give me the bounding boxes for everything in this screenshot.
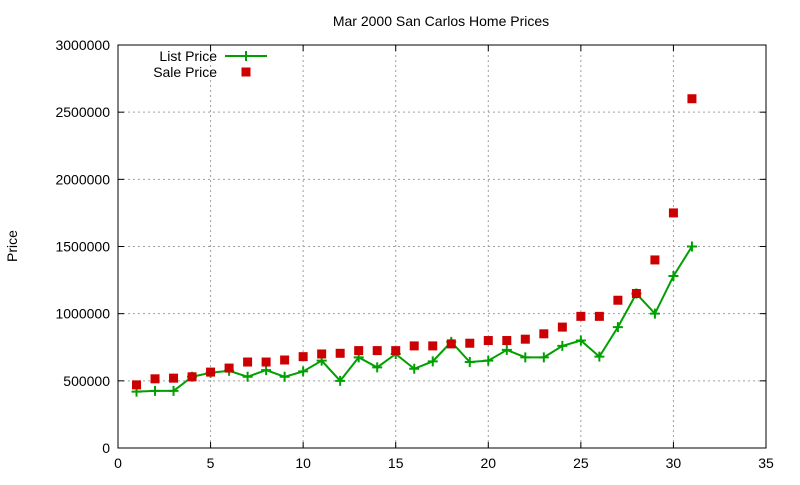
y-axis-label: Price xyxy=(4,230,20,262)
x-tick-label: 20 xyxy=(480,455,496,471)
point-square xyxy=(594,311,604,321)
ticks: 0 5 10 15 20 25 30 35 0 500000 1000000 1500000 20000… xyxy=(55,37,774,471)
point-plus xyxy=(427,356,438,367)
point-square xyxy=(576,311,586,321)
point-square xyxy=(241,67,251,77)
point-square xyxy=(465,338,475,348)
point-plus xyxy=(372,362,383,373)
chart-title: Mar 2000 San Carlos Home Prices xyxy=(333,13,549,29)
point-square xyxy=(187,372,197,382)
point-square xyxy=(557,322,567,332)
point-square xyxy=(539,329,549,339)
x-tick-label: 25 xyxy=(573,455,589,471)
point-square xyxy=(668,208,678,218)
point-plus xyxy=(594,351,605,362)
point-square xyxy=(520,334,530,344)
point-plus xyxy=(168,385,179,396)
y-tick-label: 2500000 xyxy=(55,104,110,120)
point-plus xyxy=(279,371,290,382)
series-sale-price xyxy=(132,94,697,390)
point-plus xyxy=(242,371,253,382)
y-tick-label: 1000000 xyxy=(55,306,110,322)
y-tick-label: 0 xyxy=(102,440,110,456)
x-tick-label: 30 xyxy=(666,455,682,471)
point-square xyxy=(502,336,512,346)
point-plus xyxy=(261,365,272,376)
point-square xyxy=(298,352,308,362)
point-plus xyxy=(557,340,568,351)
point-square xyxy=(224,363,234,373)
x-tick-label: 35 xyxy=(758,455,774,471)
point-square xyxy=(372,346,382,356)
y-tick-label: 500000 xyxy=(63,373,110,389)
point-square xyxy=(261,357,271,367)
point-square xyxy=(150,374,160,384)
point-square xyxy=(428,341,438,351)
point-square xyxy=(169,373,179,383)
x-tick-label: 0 xyxy=(114,455,122,471)
point-plus xyxy=(668,271,679,282)
series xyxy=(131,94,697,397)
point-square xyxy=(391,346,401,356)
point-plus xyxy=(649,308,660,319)
x-tick-label: 10 xyxy=(295,455,311,471)
point-square xyxy=(280,355,290,365)
point-plus xyxy=(298,366,309,377)
x-tick-label: 5 xyxy=(207,455,215,471)
legend-label: Sale Price xyxy=(153,64,217,80)
point-plus xyxy=(520,352,531,363)
point-square xyxy=(631,289,641,299)
point-square xyxy=(613,295,623,305)
point-plus xyxy=(335,375,346,386)
point-plus xyxy=(464,357,475,368)
point-plus xyxy=(409,363,420,374)
y-tick-label: 1500000 xyxy=(55,239,110,255)
point-square xyxy=(206,367,216,377)
point-plus xyxy=(150,385,161,396)
point-plus xyxy=(575,335,586,346)
point-square xyxy=(446,339,456,349)
plot-border xyxy=(117,44,767,449)
point-plus xyxy=(538,352,549,363)
legend-label: List Price xyxy=(159,48,217,64)
series-list-price xyxy=(131,241,697,397)
point-square xyxy=(687,94,697,104)
y-tick-label: 3000000 xyxy=(55,37,110,53)
point-plus xyxy=(686,241,697,252)
grid xyxy=(118,45,766,448)
point-square xyxy=(650,255,660,265)
point-square xyxy=(335,348,345,358)
point-square xyxy=(354,346,364,356)
point-square xyxy=(243,357,253,367)
x-tick-label: 15 xyxy=(388,455,404,471)
point-square xyxy=(409,341,419,351)
point-square xyxy=(317,349,327,359)
point-square xyxy=(132,380,142,390)
point-square xyxy=(483,336,493,346)
point-plus xyxy=(612,322,623,333)
point-plus xyxy=(483,355,494,366)
y-tick-label: 2000000 xyxy=(55,171,110,187)
point-plus xyxy=(241,51,251,61)
point-plus xyxy=(501,344,512,355)
